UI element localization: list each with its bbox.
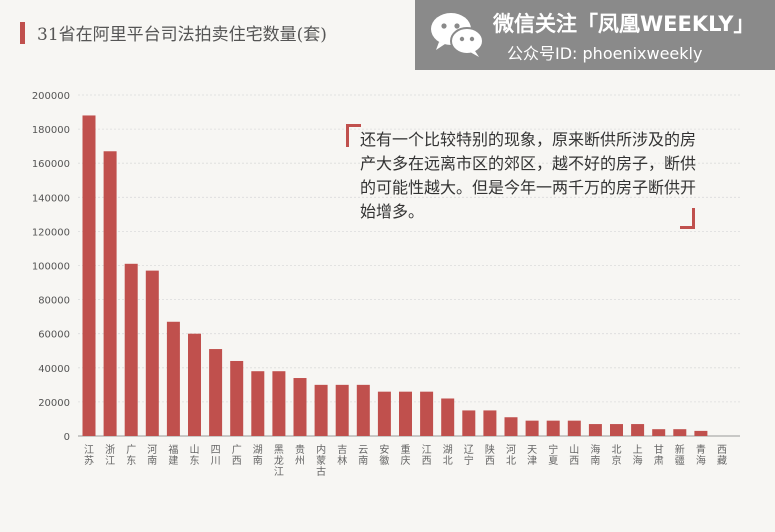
x-tick-label: 陕西 bbox=[485, 443, 495, 467]
x-tick-label: 贵州 bbox=[295, 443, 305, 467]
y-tick-label: 0 bbox=[64, 432, 70, 443]
bar-河北 bbox=[504, 417, 518, 436]
x-tick-label: 四川 bbox=[211, 445, 221, 467]
bar-贵州 bbox=[293, 378, 307, 436]
x-tick-label: 江苏 bbox=[84, 444, 94, 467]
bar-天津 bbox=[525, 420, 539, 436]
x-tick-label: 北京 bbox=[612, 444, 622, 467]
bar-四川 bbox=[209, 349, 223, 436]
x-tick-label: 甘肃 bbox=[654, 443, 664, 467]
bar-山东 bbox=[188, 333, 201, 436]
annotation-bracket-open bbox=[346, 124, 361, 147]
wechat-icon bbox=[431, 13, 484, 57]
bar-广西 bbox=[230, 360, 244, 436]
watermark-banner: 微信关注「凤凰WEEKLY」 公众号ID: phoenixweekly bbox=[415, 0, 775, 70]
chart-title-bar: 31省在阿里平台司法拍卖住宅数量(套) bbox=[20, 20, 327, 45]
x-tick-label: 云南 bbox=[358, 445, 368, 467]
y-tick-label: 160000 bbox=[32, 159, 70, 170]
bar-重庆 bbox=[399, 391, 412, 436]
y-tick-label: 180000 bbox=[32, 125, 70, 136]
bar-吉林 bbox=[335, 384, 349, 436]
watermark-line1: 微信关注「凤凰WEEKLY」 bbox=[493, 12, 755, 36]
bar-青海 bbox=[694, 430, 708, 436]
x-tick-label: 江西 bbox=[422, 444, 432, 467]
bar-辽宁 bbox=[462, 410, 476, 436]
x-tick-label: 宁夏 bbox=[548, 443, 558, 467]
x-tick-label: 安徽 bbox=[379, 443, 389, 467]
x-tick-label: 海南 bbox=[590, 443, 600, 467]
x-tick-label: 新疆 bbox=[675, 443, 685, 467]
bar-广东 bbox=[124, 263, 138, 436]
y-tick-label: 140000 bbox=[32, 193, 70, 204]
bar-安徽 bbox=[377, 391, 391, 436]
x-tick-label: 天津 bbox=[527, 445, 537, 467]
bar-云南 bbox=[356, 384, 370, 436]
title-accent-bar bbox=[20, 21, 25, 44]
x-tick-label: 湖北 bbox=[443, 444, 453, 467]
bar-内蒙古 bbox=[314, 384, 328, 436]
bar-黑龙江 bbox=[272, 371, 286, 436]
x-tick-label: 西藏 bbox=[717, 445, 727, 467]
bar-福建 bbox=[166, 321, 180, 436]
x-tick-label: 广东 bbox=[126, 444, 136, 467]
annotation-text: 还有一个比较特别的现象，原来断供所涉及的房产大多在远离市区的郊区，越不好的房子，… bbox=[360, 130, 697, 221]
x-tick-label: 辽宁 bbox=[464, 444, 474, 467]
bar-江苏 bbox=[82, 115, 96, 437]
y-axis-ticks: 0 20000 40000 60000 80000 100000 120000 140000 1… bbox=[32, 91, 70, 443]
x-tick-label: 上海 bbox=[633, 444, 643, 467]
bar-甘肃 bbox=[652, 429, 666, 436]
y-tick-label: 100000 bbox=[32, 262, 70, 273]
y-tick-label: 80000 bbox=[38, 296, 70, 307]
x-tick-label: 福建 bbox=[168, 443, 178, 467]
bars bbox=[82, 115, 708, 437]
chart-title: 31省在阿里平台司法拍卖住宅数量(套) bbox=[37, 25, 327, 45]
x-tick-label: 山东 bbox=[190, 444, 200, 467]
bar-湖北 bbox=[441, 398, 455, 436]
x-tick-label: 浙江 bbox=[105, 444, 115, 467]
bar-上海 bbox=[631, 424, 645, 436]
bar-河南 bbox=[145, 270, 159, 436]
x-tick-label: 内蒙古 bbox=[316, 443, 326, 478]
bar-江西 bbox=[420, 391, 434, 436]
y-tick-label: 20000 bbox=[38, 398, 70, 409]
bar-北京 bbox=[610, 424, 623, 436]
x-tick-label: 黑龙江 bbox=[274, 444, 284, 478]
y-tick-label: 60000 bbox=[38, 330, 70, 341]
bar-山西 bbox=[567, 420, 581, 436]
y-tick-label: 200000 bbox=[32, 91, 70, 102]
x-tick-label: 山西 bbox=[569, 444, 579, 467]
x-tick-label: 青海 bbox=[696, 443, 706, 467]
y-tick-label: 40000 bbox=[38, 364, 70, 375]
x-tick-label: 重庆 bbox=[401, 443, 411, 467]
x-tick-label: 河北 bbox=[506, 444, 516, 467]
bar-浙江 bbox=[103, 151, 117, 436]
watermark-line2: 公众号ID: phoenixweekly bbox=[507, 44, 703, 63]
y-tick-label: 120000 bbox=[32, 227, 70, 238]
bar-陕西 bbox=[483, 410, 497, 436]
x-tick-label: 河南 bbox=[147, 444, 157, 467]
bar-海南 bbox=[588, 424, 602, 436]
bar-宁夏 bbox=[546, 420, 560, 436]
x-tick-label: 湖南 bbox=[253, 444, 263, 467]
x-tick-label: 吉林 bbox=[337, 444, 347, 467]
x-tick-label: 广西 bbox=[232, 444, 242, 467]
bar-新疆 bbox=[673, 429, 687, 436]
annotation-bracket-close bbox=[680, 208, 695, 229]
bar-湖南 bbox=[251, 371, 265, 436]
